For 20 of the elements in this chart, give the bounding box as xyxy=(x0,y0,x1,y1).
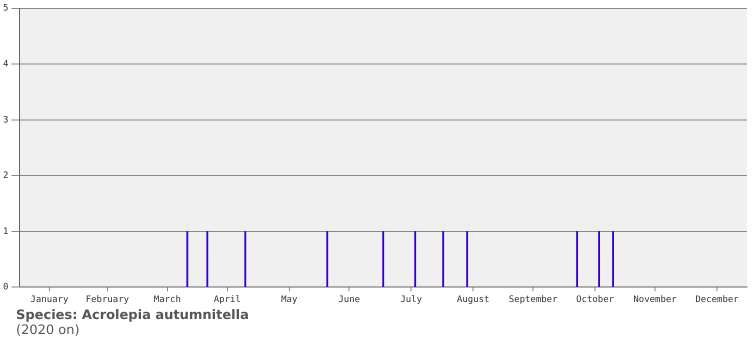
x-tick-label: June xyxy=(338,294,360,305)
text: (2020 on) xyxy=(16,323,81,338)
y-tick-label: 2 xyxy=(2,171,8,182)
x-tick-label: March xyxy=(154,294,181,305)
x-tick-label: August xyxy=(456,294,490,305)
x-tick-label: July xyxy=(400,294,423,305)
x-tick-label: April xyxy=(214,294,241,305)
x-tick-label: September xyxy=(508,294,558,305)
y-tick-label: 3 xyxy=(2,115,8,126)
text: Species: Acrolepia autumnitella xyxy=(16,308,250,323)
y-tick-label: 0 xyxy=(2,282,8,293)
x-tick-label: January xyxy=(30,294,69,305)
y-tick-label: 4 xyxy=(2,60,8,70)
x-tick-label: December xyxy=(695,294,740,305)
x-tick-label: May xyxy=(281,294,298,305)
x-tick-label: February xyxy=(86,294,130,305)
y-tick-label: 1 xyxy=(2,226,8,237)
y-tick-label: 5 xyxy=(2,4,8,14)
x-tick-label: November xyxy=(633,294,678,305)
x-tick-label: October xyxy=(576,294,615,305)
